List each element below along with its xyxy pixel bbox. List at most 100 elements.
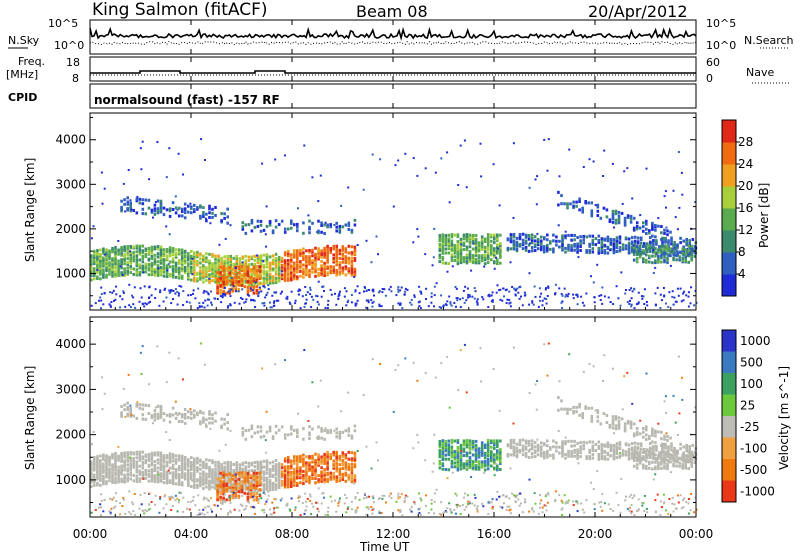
power-cell bbox=[135, 211, 139, 215]
velocity-cell bbox=[600, 451, 604, 455]
power-cell bbox=[96, 257, 99, 261]
velocity-cell bbox=[483, 456, 487, 460]
velocity-cell bbox=[693, 461, 697, 465]
velocity-cell bbox=[249, 476, 253, 480]
power-cell bbox=[293, 223, 296, 227]
velocity-cell bbox=[159, 454, 163, 458]
velocity-cell bbox=[265, 484, 269, 488]
power-cell bbox=[229, 275, 232, 279]
velocity-cell bbox=[329, 477, 332, 481]
power-cell bbox=[258, 281, 262, 285]
power-cell bbox=[249, 269, 253, 273]
velocity-cell bbox=[123, 463, 126, 467]
power-cell bbox=[241, 227, 245, 231]
power-cell bbox=[105, 263, 108, 267]
power-cell bbox=[226, 256, 229, 260]
velocity-cell bbox=[588, 440, 591, 444]
velocity-cell bbox=[249, 494, 253, 498]
power-cell bbox=[235, 255, 238, 258]
power-cell bbox=[207, 293, 210, 296]
power-cell bbox=[258, 269, 262, 273]
velocity-cell bbox=[283, 467, 287, 471]
velocity-cell bbox=[459, 451, 463, 455]
velocity-cell bbox=[341, 463, 345, 467]
velocity-cell bbox=[687, 458, 690, 462]
power-cell bbox=[261, 162, 264, 165]
power-ylabel: Slant Range [km] bbox=[23, 158, 37, 262]
velocity-cell bbox=[202, 474, 205, 478]
power-cell bbox=[618, 235, 622, 239]
power-cell bbox=[153, 209, 157, 213]
velocity-cell bbox=[615, 456, 619, 460]
velocity-cell bbox=[308, 461, 311, 465]
power-cell bbox=[573, 234, 576, 237]
power-cell bbox=[180, 267, 184, 271]
power-cell bbox=[456, 299, 459, 302]
power-cell bbox=[271, 229, 275, 233]
power-cell bbox=[277, 276, 281, 280]
power-cell bbox=[93, 267, 96, 271]
velocity-cell bbox=[578, 413, 581, 417]
velocity-cell bbox=[645, 433, 648, 437]
power-cell bbox=[338, 294, 341, 297]
power-cell bbox=[672, 189, 675, 192]
power-cell bbox=[687, 252, 690, 256]
velocity-cell bbox=[597, 446, 601, 450]
velocity-cell bbox=[672, 450, 675, 454]
velocity-cell bbox=[515, 453, 519, 457]
velocity-cell bbox=[601, 493, 604, 496]
velocity-cell bbox=[645, 459, 648, 463]
velocity-cell bbox=[353, 465, 357, 469]
power-cell bbox=[293, 250, 296, 254]
power-cell bbox=[350, 228, 354, 232]
power-cell bbox=[660, 254, 663, 258]
velocity-cell bbox=[126, 476, 129, 480]
velocity-cell bbox=[652, 454, 655, 458]
velocity-cell bbox=[211, 471, 214, 475]
power-cell bbox=[645, 222, 648, 226]
velocity-cell bbox=[332, 466, 335, 470]
velocity-cell bbox=[208, 481, 211, 485]
velocity-cell bbox=[262, 489, 266, 493]
velocity-cell bbox=[305, 466, 308, 470]
power-cell bbox=[344, 249, 348, 253]
velocity-cell bbox=[129, 465, 132, 469]
velocity-cell bbox=[199, 478, 202, 482]
velocity-cell bbox=[431, 470, 434, 473]
velocity-cell bbox=[684, 460, 687, 464]
velocity-cell bbox=[468, 462, 472, 466]
velocity-cell bbox=[641, 504, 644, 507]
power-cell bbox=[144, 262, 148, 266]
velocity-cell bbox=[258, 480, 262, 484]
velocity-cell bbox=[468, 456, 472, 460]
power-cell bbox=[673, 240, 676, 244]
power-cell bbox=[156, 247, 160, 251]
velocity-cell bbox=[314, 459, 317, 462]
velocity-cell bbox=[265, 465, 269, 469]
velocity-cell bbox=[681, 458, 684, 462]
velocity-cell bbox=[320, 470, 323, 474]
power-cell bbox=[231, 289, 234, 293]
power-cell bbox=[572, 200, 575, 204]
power-cell bbox=[477, 254, 481, 258]
power-cell bbox=[496, 258, 499, 262]
power-cell bbox=[690, 254, 693, 258]
power-cell bbox=[202, 270, 205, 274]
power-cell bbox=[456, 233, 460, 237]
velocity-cell bbox=[93, 476, 96, 480]
power-cell bbox=[633, 239, 637, 243]
power-cell bbox=[465, 299, 468, 302]
power-cell bbox=[528, 303, 531, 306]
velocity-cell bbox=[493, 447, 496, 450]
power-cell bbox=[226, 215, 229, 219]
power-cell bbox=[547, 285, 550, 288]
velocity-cell bbox=[468, 466, 472, 470]
power-cell bbox=[268, 255, 272, 259]
power-cell bbox=[561, 234, 564, 238]
power-cell bbox=[293, 273, 296, 277]
power-cell bbox=[222, 291, 225, 295]
power-cell bbox=[258, 265, 262, 269]
power-cell bbox=[455, 297, 458, 300]
velocity-cell bbox=[579, 455, 582, 459]
velocity-cell bbox=[187, 458, 190, 462]
